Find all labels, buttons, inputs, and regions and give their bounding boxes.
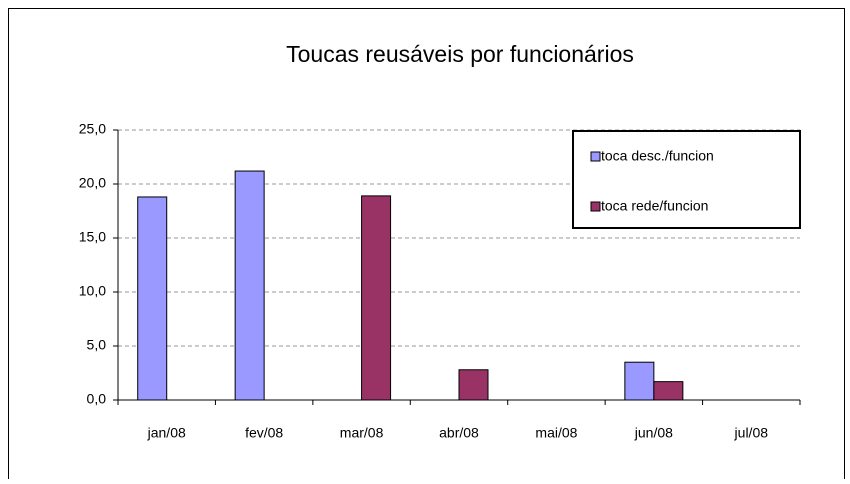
legend-swatch [590,151,601,162]
x-tick-label: jul/08 [734,425,769,441]
chart-title: Toucas reusáveis por funcionários [286,41,634,67]
legend-swatch [590,201,601,212]
x-tick-label: fev/08 [245,425,283,441]
x-tick-label: mai/08 [535,425,577,441]
legend-label: toca rede/funcion [601,198,708,214]
bar [234,170,265,401]
y-tick-label: 5,0 [87,337,107,353]
bar [137,196,168,401]
bar [361,195,392,401]
chart-border [8,8,845,479]
x-tick-label: jan/08 [147,425,186,441]
y-tick-label: 20,0 [79,175,106,191]
x-tick-label: mar/08 [340,425,384,441]
y-tick-label: 25,0 [79,121,106,137]
x-tick-label: jun/08 [634,425,673,441]
bar [624,361,655,401]
legend-label: toca desc./funcion [601,148,714,164]
y-tick-label: 15,0 [79,229,106,245]
x-tick-label: abr/08 [439,425,479,441]
bar [458,369,489,401]
legend-box [572,130,801,229]
y-tick-label: 10,0 [79,283,106,299]
bar [653,381,684,401]
y-tick-label: 0,0 [87,391,107,407]
